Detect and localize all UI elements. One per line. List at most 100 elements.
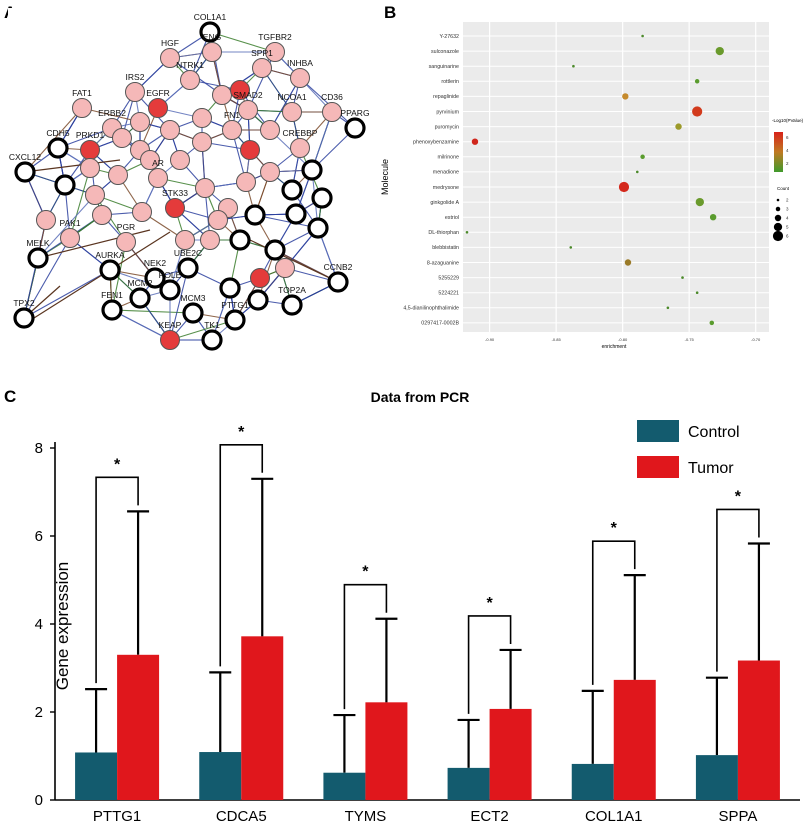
network-label-keap: KEAP: [159, 320, 182, 330]
network-label-crebbp: CREBBP: [283, 128, 318, 138]
network-node: [281, 179, 303, 201]
legend-color-title: -Log10(PValue): [772, 118, 804, 123]
network-panel: COL1A1 HGF TGFBR2 ENG NTRK1 SPP1 INHBA IRS2EGFR…: [8, 8, 376, 353]
bar-control-ect2: [447, 767, 490, 800]
scatter-label-8-azaguanine: 8-azaguanine: [427, 260, 459, 266]
network-node-mcm2: [129, 287, 151, 309]
legend-size-title: Count: [777, 186, 790, 191]
significance-bracket: [591, 540, 636, 685]
network-node-tgfbr2: [265, 42, 285, 62]
scatter-point-y-27632: [641, 34, 644, 38]
network-node-egfr: [148, 98, 168, 118]
bar-tumor-tyms: [365, 702, 408, 800]
x-tick-label-ect2: ECT2: [470, 808, 508, 825]
legend-size-entries: 2 3 4 5 6: [772, 198, 789, 242]
scatter-point-milrinone: [640, 154, 645, 160]
network-edge: [299, 77, 356, 129]
network-node-spp1: [252, 58, 272, 78]
scatter-label-4-5-dianilinophthalimide: 4,5-dianilinophthalimide: [403, 306, 459, 312]
network-edge: [209, 31, 276, 53]
bar-control-sppa: [695, 755, 738, 800]
network-node: [132, 202, 152, 222]
scatter-point-repaglinide: [622, 93, 629, 100]
network-node-tk1: [201, 329, 223, 351]
network-label-cd36: CD36: [321, 92, 343, 102]
scatter-label-dl-thiorphan: DL-thiorphan: [428, 230, 459, 236]
network-label-pttg1: PTTG1: [221, 300, 249, 310]
network-label-ncoa1: NCOA1: [277, 92, 307, 102]
network-label-pak1: PAK1: [59, 218, 80, 228]
significance-bracket: [219, 443, 264, 667]
network-node: [250, 268, 270, 288]
network-edge: [111, 241, 127, 311]
network-label-tgfbr2: TGFBR2: [258, 32, 292, 42]
network-node: [192, 132, 212, 152]
legend-size-label: 3: [786, 207, 789, 212]
scatter-x-label: enrichment: [602, 344, 627, 350]
bar-marks: * PTTG1 * CDCA5 * TYMS * ECT2 * COL1A1 * SPPA: [75, 424, 780, 825]
legend-color-tick: 6: [786, 135, 789, 140]
scatter-label-ginkgolide-a: ginkgolide A: [430, 200, 459, 206]
scatter-legend: -Log10(PValue) 6 4 2 Count 2 3 4 5 6: [772, 118, 804, 242]
bar-tumor-pttg1: [117, 654, 160, 800]
network-node-crebbp: [290, 138, 310, 158]
network-node-pak1: [60, 228, 80, 248]
scatter-label-menadione: menadione: [433, 170, 459, 176]
legend-swatch-tumor: [637, 456, 679, 478]
network-node: [130, 112, 150, 132]
x-tick-label-sppa: SPPA: [718, 808, 757, 825]
scatter-label-repaglinide: repaglinide: [433, 94, 459, 100]
network-label-top2a: TOP2A: [278, 285, 306, 295]
legend-size-label: 2: [786, 198, 789, 203]
bar-control-col1a1: [571, 763, 614, 800]
legend-color-ticks: 6 4 2: [786, 135, 789, 166]
network-label-egfr: EGFR: [146, 88, 170, 98]
network-label-irs2: IRS2: [126, 72, 145, 82]
network-label-ntrk1: NTRK1: [176, 60, 204, 70]
network-node-cxcl12: [14, 161, 36, 183]
network-node-ccnb2: [327, 271, 349, 293]
significance-star: *: [114, 456, 121, 473]
network-node-pole: [159, 279, 181, 301]
network-node-fen1: [101, 299, 123, 321]
significance-bracket: [95, 476, 139, 684]
legend-size-label: 4: [786, 216, 789, 221]
panel-label-c: C: [4, 387, 16, 406]
network-edge: [249, 239, 339, 283]
network-edge: [111, 309, 194, 314]
legend-size-dot: [774, 214, 782, 222]
network-node: [244, 204, 266, 226]
network-edge: [169, 319, 236, 341]
network-node: [208, 210, 228, 230]
legend-color-tick: 2: [786, 161, 789, 166]
scatter-point-menadione: [635, 170, 639, 174]
network-label-erbb2: ERBB2: [98, 108, 126, 118]
network-label-fn1: FN1: [224, 110, 240, 120]
network-node: [230, 80, 250, 100]
network-node: [285, 203, 307, 225]
scatter-molecule-labels: Y-27632 sulconazole sanguinarine rottlerin r…: [403, 34, 459, 327]
x-tick-label-pttg1: PTTG1: [93, 808, 141, 825]
network-node: [54, 174, 76, 196]
scatter-plot-area: [463, 22, 769, 332]
scatter-point-rottlerin: [694, 79, 700, 84]
scatter-y-label: Molecule: [380, 159, 390, 195]
scatter-label-y-27632: Y-27632: [439, 34, 459, 40]
bar-control-pttg1: [75, 752, 118, 800]
network-node: [85, 185, 105, 205]
x-tick-label-cdca5: CDCA5: [216, 808, 267, 825]
significance-bracket: [343, 583, 388, 710]
legend-color-bar: [774, 132, 783, 172]
network-node: [160, 120, 180, 140]
network-edge: [111, 309, 171, 341]
scatter-label-puromycin: puromycin: [435, 124, 459, 130]
bar-control-cdca5: [199, 752, 242, 800]
network-node-hgf: [160, 48, 180, 68]
network-nodes: COL1A1 HGF TGFBR2 ENG NTRK1 SPP1 INHBA IRS2EGFR…: [9, 12, 370, 351]
network-node: [219, 277, 241, 299]
scatter-label-medrysone: medrysone: [433, 185, 459, 191]
y-tick-label: 4: [35, 616, 43, 633]
network-node: [260, 120, 280, 140]
network-edge: [269, 77, 301, 131]
network-node: [108, 165, 128, 185]
